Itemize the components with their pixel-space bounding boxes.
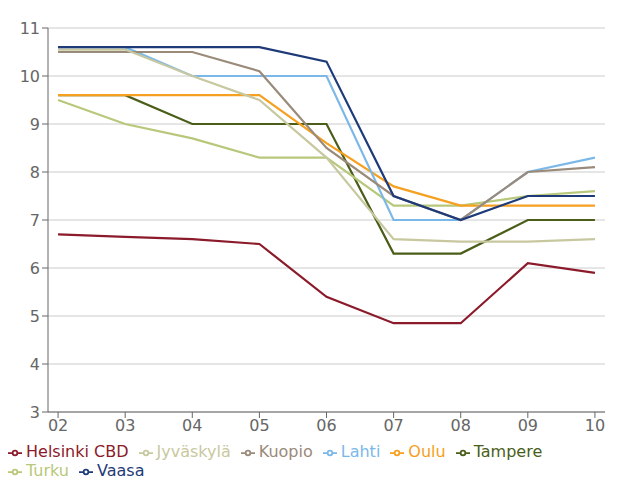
- svg-text:10: 10: [20, 67, 40, 86]
- svg-text:7: 7: [30, 211, 40, 230]
- svg-text:5: 5: [30, 307, 40, 326]
- svg-text:03: 03: [115, 416, 135, 435]
- svg-text:11: 11: [20, 19, 40, 38]
- svg-text:10: 10: [585, 416, 605, 435]
- svg-text:02: 02: [48, 416, 68, 435]
- svg-text:09: 09: [518, 416, 538, 435]
- svg-text:08: 08: [451, 416, 471, 435]
- html-text:Oulu: Oulu: [408, 442, 446, 461]
- svg-text:4: 4: [30, 355, 40, 374]
- html-text:Helsinki CBD: Helsinki CBD: [26, 442, 129, 461]
- html-text:Vaasa: Vaasa: [97, 461, 145, 480]
- html-text:Jyväskylä: Jyväskylä: [156, 442, 231, 461]
- svg-text:05: 05: [249, 416, 269, 435]
- svg-text:07: 07: [383, 416, 403, 435]
- svg-text:06: 06: [316, 416, 336, 435]
- svg-text:3: 3: [30, 403, 40, 422]
- html-text:Turku: Turku: [26, 461, 69, 480]
- html-text:Tampere: Tampere: [473, 442, 543, 461]
- svg-text:6: 6: [30, 259, 40, 278]
- html-text:Kuopio: Kuopio: [258, 442, 313, 461]
- html-text:Lahti: Lahti: [340, 442, 381, 461]
- svg-text:8: 8: [30, 163, 40, 182]
- svg-text:04: 04: [182, 416, 202, 435]
- svg-text:9: 9: [30, 115, 40, 134]
